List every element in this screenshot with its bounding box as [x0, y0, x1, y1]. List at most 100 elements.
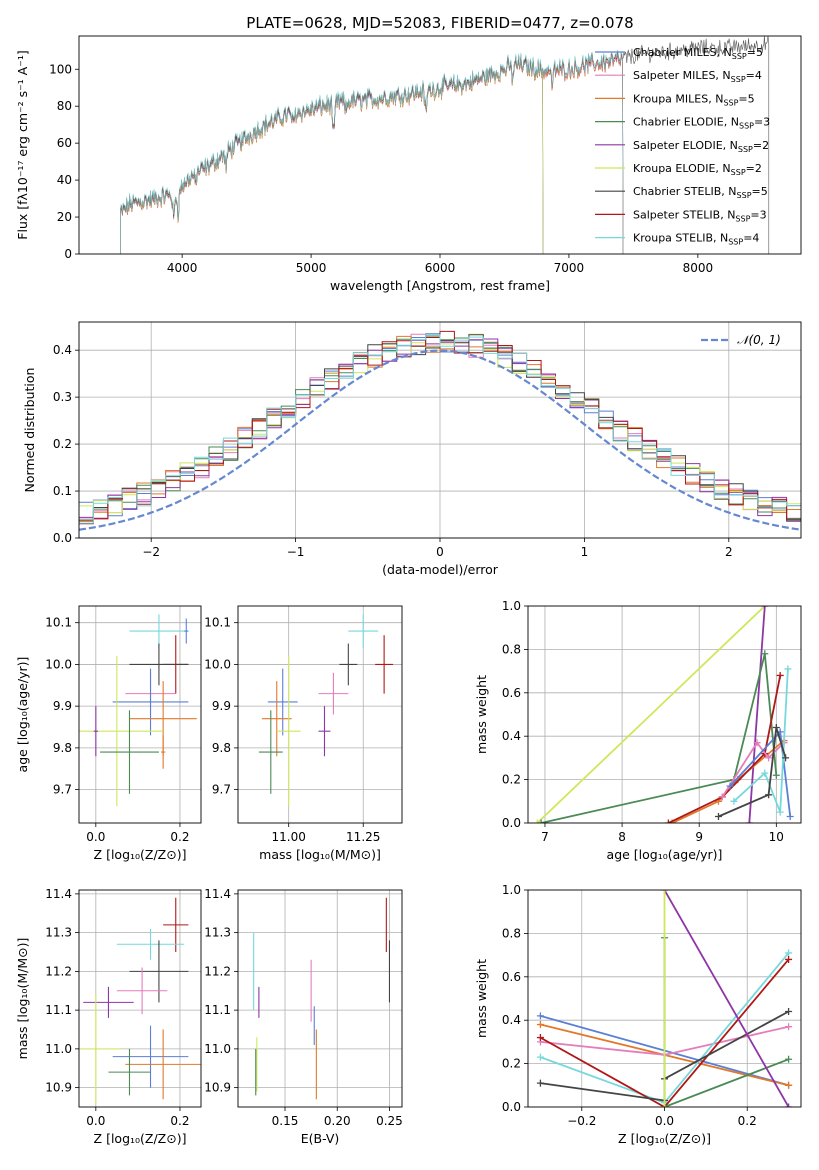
y-tick-label: 9.9 — [212, 699, 231, 713]
y-tick-label: 11.3 — [45, 926, 72, 940]
x-tick-label: 0.0 — [655, 1114, 674, 1128]
x-axis-label: Z [log₁₀(Z/Z⊙)] — [618, 1131, 711, 1146]
weight-line-chabrier_stelib — [718, 727, 787, 818]
plot-area — [528, 606, 801, 823]
spectrum-line-chabrier_miles — [120, 55, 624, 254]
axes-residual_hist: −2 −1 0 1 2 0.0 0.1 0.2 0.3 0.4 (data-model)/error… — [22, 321, 802, 577]
weight-marker-salpeter_miles — [785, 1023, 793, 1031]
weight-marker-salpeter_miles — [753, 739, 761, 747]
y-tick-label: 0.8 — [502, 926, 521, 940]
y-tick-label: 0.2 — [502, 773, 521, 787]
weight-marker-salpeter_elodie — [785, 1103, 793, 1107]
y-tick-label: 11.2 — [45, 964, 72, 978]
x-tick-label: 8000 — [683, 261, 714, 275]
y-tick-label: 11.0 — [204, 1042, 231, 1056]
weight-line-salpeter_stelib — [668, 675, 782, 823]
spectrum-line-kroupa_miles — [120, 53, 624, 254]
plot-area — [120, 36, 770, 254]
weight-marker-kroupa_stelib — [761, 769, 769, 777]
weight-marker-kroupa_miles — [785, 1081, 793, 1089]
y-axis-label: Flux [fλ10⁻¹⁷ erg cm⁻² s⁻¹ A⁻¹] — [15, 50, 30, 239]
legend-entry: 𝒩(0, 1) — [737, 333, 781, 347]
y-tick-label: 10.1 — [45, 616, 72, 630]
y-tick-label: 20 — [57, 210, 72, 224]
y-axis-label: mass [log₁₀(M/M⊙)] — [15, 938, 30, 1060]
x-tick-label: 7000 — [554, 261, 585, 275]
legend-entry: Kroupa MILES, NSSP=5 — [633, 92, 755, 107]
normal-curve — [79, 349, 801, 531]
y-axis-label: mass weight — [474, 959, 489, 1038]
weight-marker-chabrier_miles — [726, 782, 734, 790]
legend-entry: Kroupa STELIB, NSSP=4 — [633, 232, 759, 247]
weight-marker-salpeter_miles — [765, 754, 773, 762]
spectrum-line-salpeter_stelib — [120, 50, 624, 254]
y-tick-label: 11.1 — [45, 1003, 72, 1017]
x-tick-label: −1 — [287, 545, 305, 559]
y-tick-label: 11.3 — [204, 926, 231, 940]
spectrum-line-salpeter_miles — [120, 54, 624, 254]
y-tick-label: 11.0 — [45, 1042, 72, 1056]
weight-marker-chabrier_miles — [536, 1012, 544, 1020]
axes-mass_vs_ebv: 0.15 0.20 0.25 10.9 11.0 11.1 11.2 11.3 11.4 E(B-… — [204, 887, 403, 1146]
weight-marker-kroupa_elodie — [533, 819, 541, 823]
x-tick-label: 5000 — [296, 261, 327, 275]
axes-frame — [237, 605, 403, 824]
axes-weight_vs_age: 7 8 9 10 0.0 0.2 0.4 0.6 0.8 1.0 age [log₁₀(age/yr… — [474, 599, 802, 862]
x-tick-label: 0 — [436, 545, 444, 559]
x-axis-label: Z [log₁₀(Z/Z⊙)] — [94, 1131, 187, 1146]
weight-marker-salpeter_stelib — [785, 955, 793, 963]
y-tick-label: 9.9 — [53, 699, 72, 713]
y-tick-label: 100 — [49, 62, 72, 76]
weight-line-salpeter_elodie — [748, 606, 766, 823]
y-tick-label: 0.6 — [502, 686, 521, 700]
axes-frame — [78, 321, 802, 539]
x-axis-label: age [log₁₀(age/yr)] — [607, 847, 723, 862]
figure-title: PLATE=0628, MJD=52083, FIBERID=0477, z=0… — [246, 14, 633, 32]
axes-mass_vs_Z: 0.0 0.2 10.9 11.0 11.1 11.2 11.3 11.4 Z [log₁₀(Z… — [15, 887, 202, 1146]
histogram-kroupa_stelib — [79, 334, 801, 538]
y-tick-label: 10.9 — [45, 1081, 72, 1095]
legend: 𝒩(0, 1) — [701, 333, 781, 347]
legend-entry: Salpeter ELODIE, NSSP=2 — [633, 139, 769, 154]
y-tick-label: 0.4 — [502, 1013, 521, 1027]
axes-spectrum: 4000 5000 6000 7000 8000 0 20 40 60 80 100 waveleng… — [15, 35, 802, 293]
y-tick-label: 0.2 — [53, 437, 72, 451]
axes-frame — [237, 889, 403, 1108]
x-tick-label: 0.0 — [86, 1114, 105, 1128]
weight-marker-chabrier_stelib — [536, 1079, 544, 1087]
x-tick-label: −0.2 — [567, 1114, 596, 1128]
y-tick-label: 0.0 — [502, 816, 521, 830]
axes-frame — [527, 889, 802, 1108]
weight-marker-salpeter_elodie — [761, 606, 769, 610]
plot-area — [238, 890, 402, 1107]
weight-marker-kroupa_stelib — [730, 797, 738, 805]
x-axis-label: wavelength [Angstrom, rest frame] — [330, 278, 550, 293]
y-tick-label: 11.4 — [204, 887, 231, 901]
weight-line-kroupa_stelib — [733, 668, 789, 813]
axes-frame — [527, 605, 802, 824]
x-tick-label: −2 — [142, 545, 160, 559]
y-tick-label: 11.2 — [204, 964, 231, 978]
x-tick-label: 6000 — [425, 261, 456, 275]
y-tick-label: 0.8 — [502, 642, 521, 656]
spectrum-line-salpeter_elodie — [120, 55, 544, 254]
y-tick-label: 10.0 — [45, 657, 72, 671]
axes-frame — [78, 605, 202, 824]
weight-marker-chabrier_stelib — [714, 812, 722, 820]
y-tick-label: 0.0 — [53, 531, 72, 545]
weight-marker-chabrier_miles — [786, 812, 794, 820]
x-axis-label: (data-model)/error — [382, 562, 499, 577]
weight-marker-chabrier_stelib — [765, 791, 773, 799]
weight-marker-salpeter_miles — [718, 793, 726, 801]
y-tick-label: 11.4 — [45, 887, 72, 901]
y-axis-label: Normed distribution — [22, 368, 37, 493]
x-tick-label: 0.0 — [86, 830, 105, 844]
weight-marker-chabrier_elodie — [761, 650, 769, 658]
weight-marker-kroupa_stelib — [536, 1053, 544, 1061]
y-tick-label: 9.8 — [53, 741, 72, 755]
weight-marker-salpeter_elodie — [745, 819, 753, 823]
y-tick-label: 0.6 — [502, 970, 521, 984]
y-axis-label: age [log₁₀(age/yr)] — [15, 657, 30, 773]
weight-marker-chabrier_stelib — [785, 1008, 793, 1016]
y-tick-label: 1.0 — [502, 883, 521, 897]
